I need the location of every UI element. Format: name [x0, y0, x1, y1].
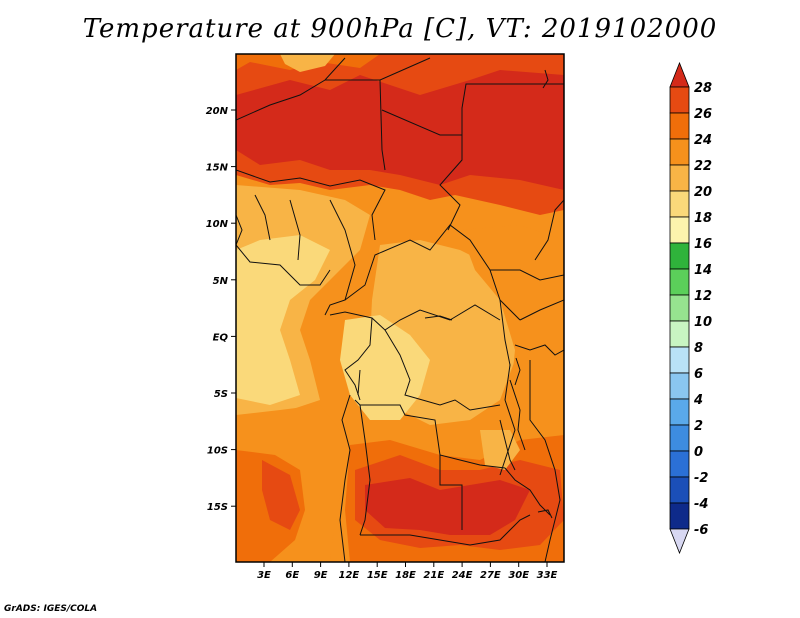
field-zone-central-pale	[340, 315, 430, 420]
lon-tick-label: 18E	[395, 570, 416, 581]
colorbar-label: -2	[694, 471, 708, 486]
colorbar-swatch	[669, 216, 690, 244]
lat-tick-label: 15S	[207, 502, 228, 513]
lon-tick-label: 6E	[285, 570, 299, 581]
colorbar-label: 6	[694, 367, 703, 382]
colorbar-label: 4	[693, 393, 703, 408]
colorbar-swatch	[669, 86, 690, 114]
lat-tick-label: EQ	[213, 332, 229, 343]
lon-tick-label: 15E	[367, 570, 388, 581]
colorbar-label: 2	[694, 419, 703, 434]
colorbar-label: 24	[694, 133, 712, 148]
lat-tick-label: 10S	[207, 446, 228, 457]
field-zone-north-hot	[236, 70, 564, 190]
colorbar-swatch	[669, 424, 690, 452]
colorbar-label: -4	[694, 497, 708, 512]
colorbar-swatch	[669, 320, 690, 348]
lat-tick-label: 10N	[206, 219, 229, 230]
colorbar-swatch	[669, 268, 690, 296]
colorbar-label: 8	[694, 341, 703, 356]
colorbar-label: 20	[694, 185, 712, 200]
temperature-field	[236, 54, 564, 562]
colorbar-swatch	[669, 294, 690, 322]
colorbar-label: 0	[694, 445, 703, 460]
lon-tick-label: 27E	[480, 570, 501, 581]
colorbar-swatch	[669, 346, 690, 374]
map-frame	[235, 53, 565, 563]
colorbar-label: 16	[694, 237, 712, 252]
colorbar-swatch	[669, 138, 690, 166]
field-zone-east-mild	[460, 225, 564, 430]
lon-tick-label: 9E	[314, 570, 328, 581]
lon-tick-label: 30E	[508, 570, 529, 581]
colorbar-label: 10	[694, 315, 712, 330]
colorbar-swatch	[669, 242, 690, 270]
colorbar-label: 14	[694, 263, 712, 278]
lon-tick-label: 12E	[339, 570, 360, 581]
colorbar-label: 26	[694, 107, 712, 122]
field-zone-north-cool	[280, 54, 335, 72]
field-zone-south-hot	[365, 478, 530, 535]
country-borders	[236, 57, 564, 562]
colorbar-swatch	[669, 398, 690, 426]
lon-tick-label: 21E	[423, 570, 444, 581]
colorbar-swatch	[669, 450, 690, 478]
lat-tick-label: 5N	[213, 276, 229, 287]
colorbar-bottom-cap	[669, 528, 690, 555]
colorbar-top-cap	[669, 61, 690, 88]
colorbar-label: -6	[694, 523, 708, 538]
colorbar-label: 28	[694, 81, 712, 96]
colorbar-label: 22	[694, 159, 712, 174]
map-title: Temperature at 900hPa [C], VT: 201910200…	[82, 14, 718, 44]
lon-tick-label: 3E	[257, 570, 271, 581]
lat-tick-label: 15N	[206, 163, 229, 174]
colorbar-swatch	[669, 164, 690, 192]
colorbar-label: 18	[694, 211, 712, 226]
latitude-axis: 20N 15N 10N 5N EQ 5S 10S 15S	[206, 106, 236, 513]
field-zone-southwest-warm	[262, 460, 300, 530]
grads-credit: GrADS: IGES/COLA	[4, 604, 98, 614]
colorbar-swatch	[669, 372, 690, 400]
lon-tick-label: 24E	[452, 570, 473, 581]
lon-tick-label: 33E	[537, 570, 558, 581]
lat-tick-label: 20N	[206, 106, 229, 117]
longitude-axis: 3E 6E 9E 12E 15E 18E 21E 24E 27E 30E 33E	[257, 562, 558, 581]
colorbar-swatch	[669, 476, 690, 504]
field-zone-west-pale	[236, 235, 330, 405]
colorbar-swatch	[669, 502, 690, 530]
lat-tick-label: 5S	[214, 389, 228, 400]
colorbar-swatch	[669, 190, 690, 218]
colorbar-swatch	[669, 112, 690, 140]
colorbar-label: 12	[694, 289, 712, 304]
